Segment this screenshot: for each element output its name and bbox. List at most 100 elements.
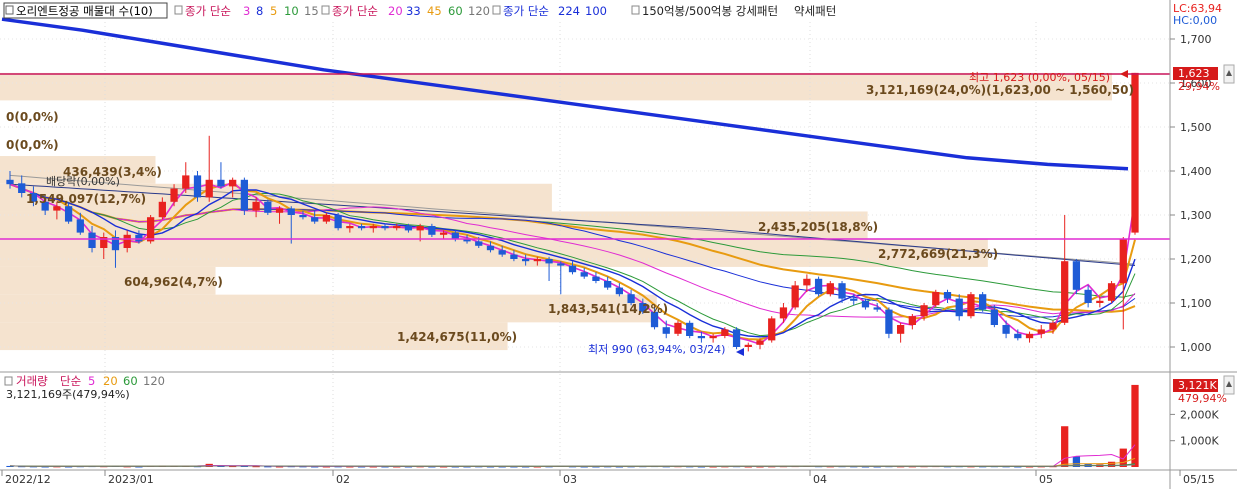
candle-body	[6, 179, 14, 185]
high-annotation: 최고 1,623 (0,00%, 05/15)	[969, 71, 1110, 84]
volume-legend-checkbox[interactable]	[4, 376, 13, 386]
volume-value: 3,121,169주(479,94%)	[6, 388, 130, 401]
candle-body	[814, 278, 823, 295]
volume-bar	[697, 466, 706, 468]
candle-body	[580, 272, 588, 277]
price-tick-label: 1,100	[1180, 297, 1212, 310]
volume-bar	[264, 466, 272, 468]
volume-bar	[41, 466, 49, 468]
time-tick-label: 04	[813, 473, 827, 486]
candle-body	[205, 179, 213, 198]
candle-body	[873, 307, 881, 310]
candle-body	[381, 226, 389, 229]
volume-bar	[521, 466, 530, 468]
candle-body	[932, 292, 940, 306]
candle-body	[346, 226, 354, 229]
hc-readout: HC:0,00	[1173, 14, 1217, 27]
candle-body	[885, 309, 893, 334]
candle-body	[709, 336, 717, 339]
candle-body	[826, 283, 834, 295]
volume-bar	[451, 466, 459, 468]
candle-body	[252, 201, 260, 211]
time-tick-label: 02	[336, 473, 350, 486]
low-annotation: 최저 990 (63,94%, 03/24)	[588, 343, 725, 356]
candle-body	[123, 234, 131, 248]
volume-bar	[322, 466, 331, 468]
legend-ma-long-label: 종가 단순	[503, 4, 549, 18]
candle-body	[357, 226, 366, 229]
volume-bar	[311, 466, 319, 468]
volume-bar	[1119, 448, 1127, 467]
volume-bar	[357, 466, 366, 468]
candle-body	[88, 232, 96, 248]
legend-item-box[interactable]	[3, 2, 168, 19]
volume-bar	[580, 466, 588, 468]
volume-moving-averages	[9, 444, 1136, 468]
legend-ma-120: 120	[468, 4, 490, 18]
candle-body	[1084, 289, 1092, 303]
candle-body	[475, 241, 483, 246]
low-arrow-icon	[736, 348, 744, 356]
candle-body	[627, 294, 635, 303]
volume-badge	[1173, 379, 1218, 392]
candle-body	[275, 208, 284, 213]
legend-checkbox[interactable]	[174, 5, 183, 15]
volume-bar	[135, 466, 143, 468]
legend-checkbox[interactable]	[5, 5, 14, 15]
candle-body	[463, 239, 471, 242]
legend-ma-10: 10	[284, 4, 299, 18]
volume-badge-pct: 479,94%	[1178, 392, 1227, 405]
legend-checkbox[interactable]	[492, 5, 501, 15]
candle-body	[416, 226, 424, 231]
candle-body	[861, 300, 870, 308]
volume-ma-line	[9, 464, 1136, 467]
candle-body	[404, 226, 413, 231]
scroll-up-icon[interactable]	[1226, 70, 1232, 76]
candle-body	[111, 237, 120, 251]
volume-bar	[229, 466, 237, 468]
ma-8-line	[9, 183, 1136, 338]
volume-bar	[275, 466, 284, 468]
volume-ma-120: 120	[143, 374, 165, 388]
candle-body	[1131, 72, 1139, 233]
candle-body	[428, 226, 436, 235]
candle-body	[264, 201, 272, 213]
volume-bar	[1025, 466, 1034, 468]
candle-body	[498, 250, 506, 255]
current-price-badge	[1173, 67, 1218, 80]
candle-body	[18, 183, 26, 193]
legend-checkbox[interactable]	[631, 5, 640, 15]
volume-profile-label: 2,772,669(21,3%)	[878, 247, 998, 261]
legend-ma-45: 45	[427, 4, 442, 18]
candle-body	[1025, 333, 1034, 339]
candle-body	[158, 201, 166, 218]
legend-stock: 오리엔트정공 매물대 수(10)	[16, 4, 153, 18]
volume-profile-label: 436,439(3,4%)	[63, 165, 162, 179]
volume-bar	[486, 466, 495, 468]
volume-ma-20: 20	[103, 374, 118, 388]
volume-profile-label: 1,549,097(12,7%)	[26, 192, 146, 206]
scroll-up-icon[interactable]	[1226, 381, 1232, 387]
volume-bar	[6, 465, 14, 467]
candle-body	[334, 215, 342, 229]
volume-profile-bar	[0, 266, 216, 295]
candle-body	[979, 294, 987, 310]
volume-bar	[709, 466, 717, 468]
volume-profile-label: 1,424,675(11,0%)	[397, 330, 517, 344]
candle-body	[311, 217, 319, 222]
volume-bar	[826, 466, 834, 468]
volume-bar	[346, 466, 354, 468]
legend-checkbox[interactable]	[321, 5, 330, 15]
volume-bar	[53, 466, 61, 468]
candle-body	[990, 309, 999, 325]
candlesticks	[6, 72, 1139, 352]
volume-bar	[1107, 461, 1116, 467]
candle-body	[486, 245, 495, 251]
volume-bar	[123, 466, 131, 468]
price-tick-label: 1,400	[1180, 165, 1212, 178]
candle-body	[521, 259, 530, 262]
candle-body	[650, 311, 659, 328]
volume-bar	[439, 466, 448, 468]
candle-body	[100, 237, 108, 248]
